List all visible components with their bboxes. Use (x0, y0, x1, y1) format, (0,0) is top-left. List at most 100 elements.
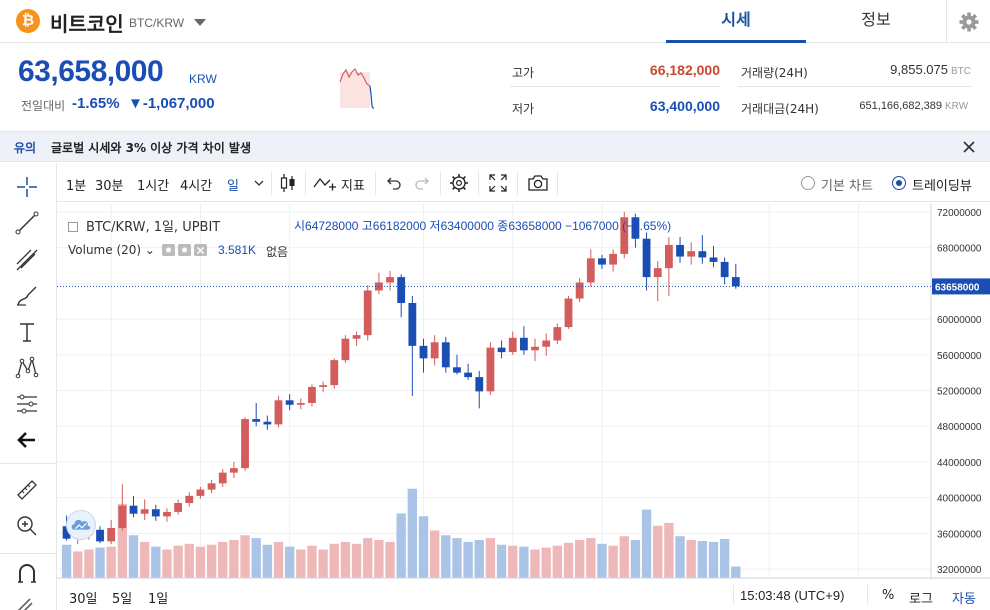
candle-body (330, 360, 339, 386)
candle-body (174, 503, 183, 512)
volume-bar (307, 545, 317, 578)
coin-name[interactable]: 비트코인 (50, 12, 124, 36)
candle-body (419, 345, 428, 359)
candlestick-chart[interactable]: 7200000068000000640000006000000056000000… (57, 203, 990, 610)
toolbar-divider (375, 171, 376, 195)
close-icon[interactable] (962, 140, 976, 154)
price-tick-label: 32000000 (937, 565, 982, 576)
redo-icon[interactable] (414, 175, 430, 191)
prediction-tool-icon[interactable] (14, 391, 40, 417)
chevron-down-icon[interactable]: ⌄ (144, 243, 155, 257)
volume-bar (586, 538, 596, 578)
volume-bar (552, 545, 563, 578)
ruler-icon[interactable] (14, 477, 40, 503)
trend-line-icon[interactable] (14, 210, 40, 236)
fib-tool-icon[interactable] (14, 247, 40, 273)
chevron-down-icon[interactable] (253, 177, 265, 189)
basic-chart-radio[interactable] (801, 176, 815, 190)
tradingview-radio[interactable] (892, 176, 906, 190)
candle-body (296, 403, 305, 405)
trade-value-24h-label: 거래대금(24H) (741, 102, 819, 116)
candle-body (408, 303, 417, 346)
candle-body (163, 511, 171, 517)
volume-legend-title: Volume (20) ⌄ (68, 243, 155, 257)
camera-icon[interactable] (527, 174, 549, 192)
header: ₿ 비트코인 BTC/KRW 시세 정보 (0, 0, 990, 43)
chart-settings-gear-icon[interactable] (449, 173, 469, 193)
indicators-icon[interactable] (313, 175, 337, 191)
indicators-label[interactable]: 지표 (341, 179, 365, 194)
basic-chart-label[interactable]: 기본 차트 (821, 179, 873, 194)
undo-icon[interactable] (386, 175, 402, 191)
toolbar-divider (440, 171, 441, 195)
hide-drawings-icon[interactable] (10, 595, 36, 610)
candle-body (664, 244, 673, 269)
volume-bar (195, 546, 206, 578)
volume-bar (474, 540, 484, 578)
percent-scale-toggle[interactable]: % (882, 588, 895, 603)
candle-body (687, 251, 696, 257)
candlestick-type-icon[interactable] (279, 173, 297, 193)
volume-bar (574, 540, 585, 578)
coin-pair[interactable]: BTC/KRW (129, 16, 185, 30)
cloud-save-icon[interactable] (66, 510, 96, 540)
auto-scale-toggle[interactable]: 자동 (952, 592, 976, 607)
collapse-legend-icon[interactable] (68, 222, 78, 232)
log-scale-toggle[interactable]: 로그 (909, 592, 933, 607)
candle-body (218, 472, 227, 484)
tradingview-label[interactable]: 트레이딩뷰 (912, 179, 972, 194)
candle-body (207, 483, 216, 490)
current-price: 63,658,000 (18, 55, 164, 88)
volume-24h-value: 9,855.075 (890, 62, 948, 77)
range-30d[interactable]: 30일 (69, 592, 98, 607)
coin-select-caret-icon[interactable] (194, 19, 206, 26)
range-1d[interactable]: 1일 (148, 592, 169, 607)
volume-bar (151, 546, 161, 578)
volume-bar (73, 551, 83, 578)
notice-banner: 유의 글로벌 시세와 3% 이상 가격 차이 발생 (0, 131, 990, 162)
mini-chart-line-down (369, 85, 374, 109)
clock-time[interactable]: 15:03:48 (UTC+9) (740, 588, 845, 603)
tab-info[interactable]: 정보 (861, 10, 891, 29)
interval-1min[interactable]: 1분 (66, 179, 87, 194)
volume-bar (686, 540, 696, 578)
candle-body (453, 367, 461, 373)
candle-body (542, 340, 551, 347)
price-tick-label: 56000000 (937, 351, 982, 362)
candle-body (229, 468, 238, 473)
volume-bar (184, 543, 194, 578)
volume-bar (563, 542, 574, 578)
brush-icon[interactable] (14, 283, 40, 309)
zoom-in-icon[interactable] (14, 513, 40, 539)
interval-30min[interactable]: 30분 (95, 179, 124, 194)
candle-body (308, 386, 316, 403)
mini-price-chart (339, 67, 374, 109)
text-tool-icon[interactable] (14, 319, 40, 345)
price-tick-label: 68000000 (937, 244, 982, 255)
volume-bar (608, 545, 618, 578)
interval-day[interactable]: 일 (227, 179, 239, 194)
volume-bar (162, 549, 172, 578)
candle-body (653, 268, 662, 278)
candle-body (598, 258, 606, 265)
magnet-icon[interactable] (14, 561, 40, 587)
notice-text: 글로벌 시세와 3% 이상 가격 차이 발생 (51, 141, 252, 155)
candle-body (118, 505, 127, 528)
candle-body (397, 277, 406, 303)
interval-1hour[interactable]: 1시간 (137, 179, 170, 194)
volume-bar (273, 541, 284, 578)
interval-4hour[interactable]: 4시간 (180, 179, 213, 194)
price-tick-label: 48000000 (937, 422, 982, 433)
crosshair-icon[interactable] (14, 174, 40, 200)
mini-chart-line-up (339, 67, 371, 87)
fullscreen-icon[interactable] (489, 174, 507, 192)
volume-bar (262, 544, 273, 578)
price-tick-label: 52000000 (937, 387, 982, 398)
settings-gear-icon[interactable] (955, 8, 983, 36)
pattern-tool-icon[interactable] (14, 355, 40, 381)
ohlc-values: 시64728000 고66182000 저63400000 종63658000 … (294, 219, 672, 233)
back-arrow-icon[interactable] (14, 427, 40, 453)
range-5d[interactable]: 5일 (112, 592, 133, 607)
tab-market[interactable]: 시세 (666, 0, 806, 43)
volume-bar (396, 513, 406, 578)
